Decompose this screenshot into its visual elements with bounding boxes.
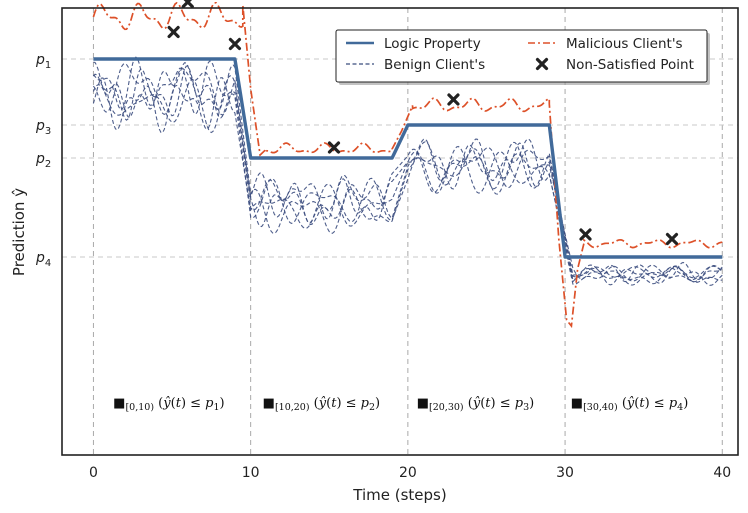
y-tick-label: p3 <box>35 118 51 137</box>
axis-ticks: 0 10 20 30 40 p1 p3 p2 p4 <box>35 52 731 481</box>
plot-frame <box>61 7 739 456</box>
legend-label: Non-Satisfied Point <box>566 57 694 73</box>
interval-annotation: ■[0,10) (ŷ(t) ≤ p1) <box>113 396 224 413</box>
y-axis-title: Prediction ŷ <box>10 188 28 276</box>
x-tick-label: 10 <box>242 465 260 481</box>
y-tick-label: p4 <box>35 250 51 269</box>
legend-label: Malicious Client's <box>566 36 683 52</box>
non-satisfied-x-stroke <box>535 57 549 71</box>
non-satisfied-x-stroke <box>167 25 180 39</box>
non-satisfied-x-stroke <box>228 37 242 51</box>
malicious-client-line <box>92 1 723 329</box>
legend-marker-non-satisfied <box>535 57 549 71</box>
legend-label: Benign Client's <box>384 57 485 73</box>
y-tick-label: p2 <box>35 151 51 170</box>
non-satisfied-x-stroke <box>579 228 592 241</box>
benign-client-line <box>92 56 723 283</box>
interval-annotation: ■[30,40) (ŷ(t) ≤ p4) <box>571 396 688 413</box>
x-tick-label: 40 <box>713 465 731 481</box>
non-satisfied-point <box>327 141 341 154</box>
non-satisfied-markers <box>167 0 679 246</box>
legend-label: Logic Property <box>384 36 481 52</box>
logic-property-line <box>93 57 723 259</box>
x-tick-label: 30 <box>556 465 574 481</box>
non-satisfied-point <box>447 93 460 106</box>
benign-client-line <box>92 75 723 279</box>
interval-annotations: ■[0,10) (ŷ(t) ≤ p1) ■[10,20) (ŷ(t) ≤ p2) ■… <box>113 396 688 413</box>
x-tick-label: 0 <box>89 465 98 481</box>
non-satisfied-point <box>181 0 194 9</box>
non-satisfied-x-stroke <box>447 93 460 106</box>
non-satisfied-point <box>228 37 242 51</box>
interval-annotation: ■[10,20) (ŷ(t) ≤ p2) <box>263 396 380 413</box>
y-tick-label: p1 <box>35 52 51 71</box>
non-satisfied-point <box>579 228 592 241</box>
non-satisfied-point <box>167 25 180 39</box>
non-satisfied-point <box>665 232 679 246</box>
interval-annotation: ■[20,30) (ŷ(t) ≤ p3) <box>417 396 534 413</box>
legend-box <box>335 29 708 83</box>
benign-client-line <box>93 61 723 286</box>
x-tick-label: 20 <box>399 465 417 481</box>
x-axis-title: Time (steps) <box>352 486 446 504</box>
benign-client-line <box>92 62 723 286</box>
series-layer <box>92 1 723 329</box>
non-satisfied-x-stroke <box>665 232 679 246</box>
non-satisfied-x-stroke <box>327 141 341 154</box>
non-satisfied-x-stroke <box>181 0 193 9</box>
legend: Logic Property Malicious Client's Benign C… <box>335 29 710 85</box>
benign-client-line <box>92 77 723 283</box>
